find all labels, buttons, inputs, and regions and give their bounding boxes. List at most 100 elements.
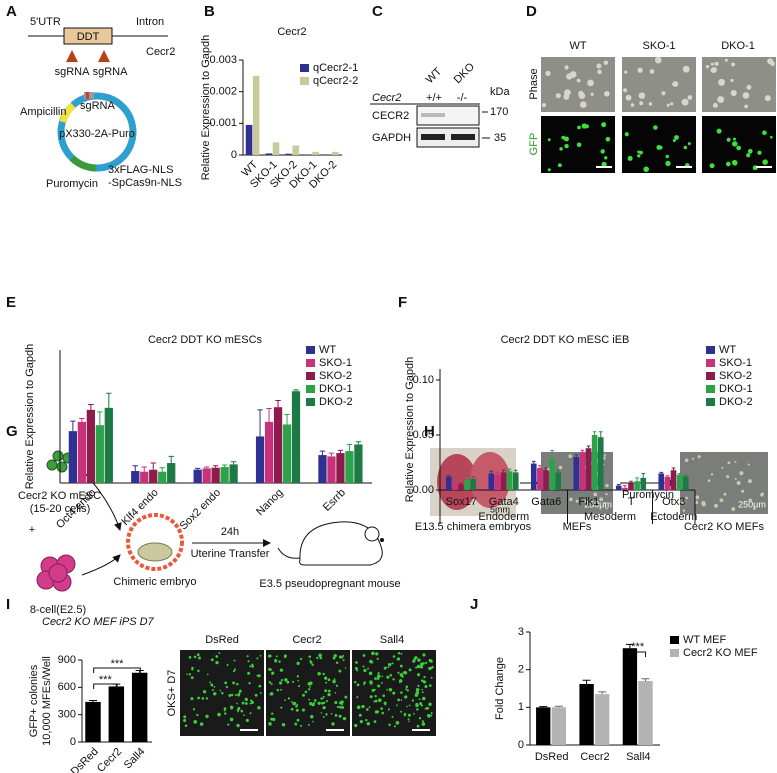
- cell-speck: [412, 659, 416, 663]
- cell-speck: [325, 699, 329, 703]
- error-bar: [598, 691, 607, 695]
- cell-speck: [388, 687, 393, 692]
- x-tick-label: Nanog: [254, 487, 285, 518]
- cell-speck: [210, 658, 214, 662]
- cell-speck: [233, 668, 237, 671]
- cell-speck: [325, 681, 328, 684]
- bar: [549, 459, 555, 490]
- cell-speck: [649, 69, 655, 74]
- label: 35: [494, 132, 506, 144]
- cell-speck: [259, 692, 262, 694]
- cell-speck: [294, 722, 298, 726]
- bar: [193, 469, 202, 483]
- cell-speck: [415, 666, 418, 669]
- error-bar: [592, 431, 597, 435]
- cell-speck: [246, 655, 249, 658]
- cell-speck: [258, 684, 262, 688]
- cell-speck: [309, 659, 312, 662]
- cell-speck: [408, 720, 410, 723]
- cell-speck: [721, 466, 724, 469]
- cell-speck: [716, 128, 722, 134]
- chart-title: Cecr2 DDT KO mESC iEB: [501, 334, 630, 346]
- cell-speck: [421, 720, 424, 723]
- label: 24h: [221, 526, 239, 538]
- cell-speck: [292, 701, 296, 706]
- label: +: [29, 524, 35, 536]
- cell-speck: [727, 461, 731, 465]
- bar: [327, 456, 336, 483]
- cell-speck: [709, 163, 715, 169]
- cell-speck: [241, 701, 245, 705]
- cell-speck: [213, 685, 216, 688]
- cell-speck: [747, 148, 753, 154]
- cell-speck: [734, 460, 737, 464]
- cell-speck: [307, 723, 310, 726]
- x-tick-label: Gata6: [531, 496, 561, 508]
- cell-speck: [233, 659, 236, 662]
- significance-label: ***: [99, 674, 113, 686]
- significance-bracket: [93, 667, 141, 673]
- legend-label: SKO-2: [319, 370, 352, 382]
- error-bar: [453, 481, 457, 484]
- x-tick-label: T: [628, 496, 635, 508]
- cell-speck: [354, 723, 358, 728]
- cell-speck: [356, 683, 360, 687]
- cell-speck: [581, 123, 587, 129]
- cell-speck: [269, 693, 271, 696]
- cell-speck: [719, 498, 724, 503]
- phase-image: [702, 57, 776, 112]
- cell-speck: [639, 150, 643, 155]
- lane-label: WT: [424, 65, 445, 86]
- bar: [220, 467, 229, 483]
- cell-speck: [666, 103, 670, 107]
- cell-speck: [387, 662, 392, 667]
- cell-speck: [223, 709, 226, 712]
- cell-speck: [392, 655, 396, 658]
- embryo: [437, 454, 477, 510]
- bar: [211, 467, 220, 483]
- error-bar: [135, 669, 144, 673]
- bar: [245, 124, 253, 155]
- cell-speck: [304, 690, 308, 694]
- cell-speck: [419, 702, 423, 706]
- cell-speck: [193, 655, 197, 659]
- cell-speck: [726, 475, 730, 479]
- cell-speck: [564, 136, 569, 142]
- cell-speck: [311, 703, 315, 707]
- cell-speck: [374, 710, 379, 714]
- cell-speck: [587, 79, 594, 87]
- legend-swatch: [306, 359, 315, 367]
- cell-speck: [377, 698, 382, 702]
- cell-speck: [731, 62, 736, 67]
- cell-speck: [309, 714, 314, 719]
- cell-speck: [198, 656, 201, 660]
- error-bar: [319, 450, 326, 456]
- bar: [131, 672, 148, 742]
- cell-speck: [399, 673, 404, 677]
- panel-letter: F: [398, 294, 407, 311]
- cell-speck: [747, 479, 752, 484]
- bar: [285, 153, 292, 155]
- y-axis-label: Relative Expression to Gapdh: [404, 357, 416, 503]
- cell-speck: [376, 674, 381, 679]
- cell-speck: [320, 701, 324, 705]
- y-tick-label: 0.002: [209, 86, 237, 98]
- cell-speck: [736, 145, 742, 151]
- bar: [658, 473, 665, 490]
- legend-swatch: [306, 385, 315, 393]
- bar: [500, 472, 507, 490]
- column-label: Sall4: [380, 634, 404, 646]
- cell-speck: [733, 161, 738, 166]
- cell-speck: [363, 668, 367, 673]
- cell-speck: [197, 696, 200, 700]
- cell-speck: [723, 492, 727, 496]
- bar: [131, 471, 140, 483]
- panel-letter: C: [372, 3, 383, 20]
- cell-speck: [569, 497, 573, 502]
- cell-speck: [422, 680, 427, 684]
- error-bar: [221, 464, 228, 468]
- cell-speck: [243, 714, 245, 717]
- plasmid-segment: [86, 92, 89, 99]
- error-bar: [465, 477, 469, 481]
- bar: [265, 153, 273, 155]
